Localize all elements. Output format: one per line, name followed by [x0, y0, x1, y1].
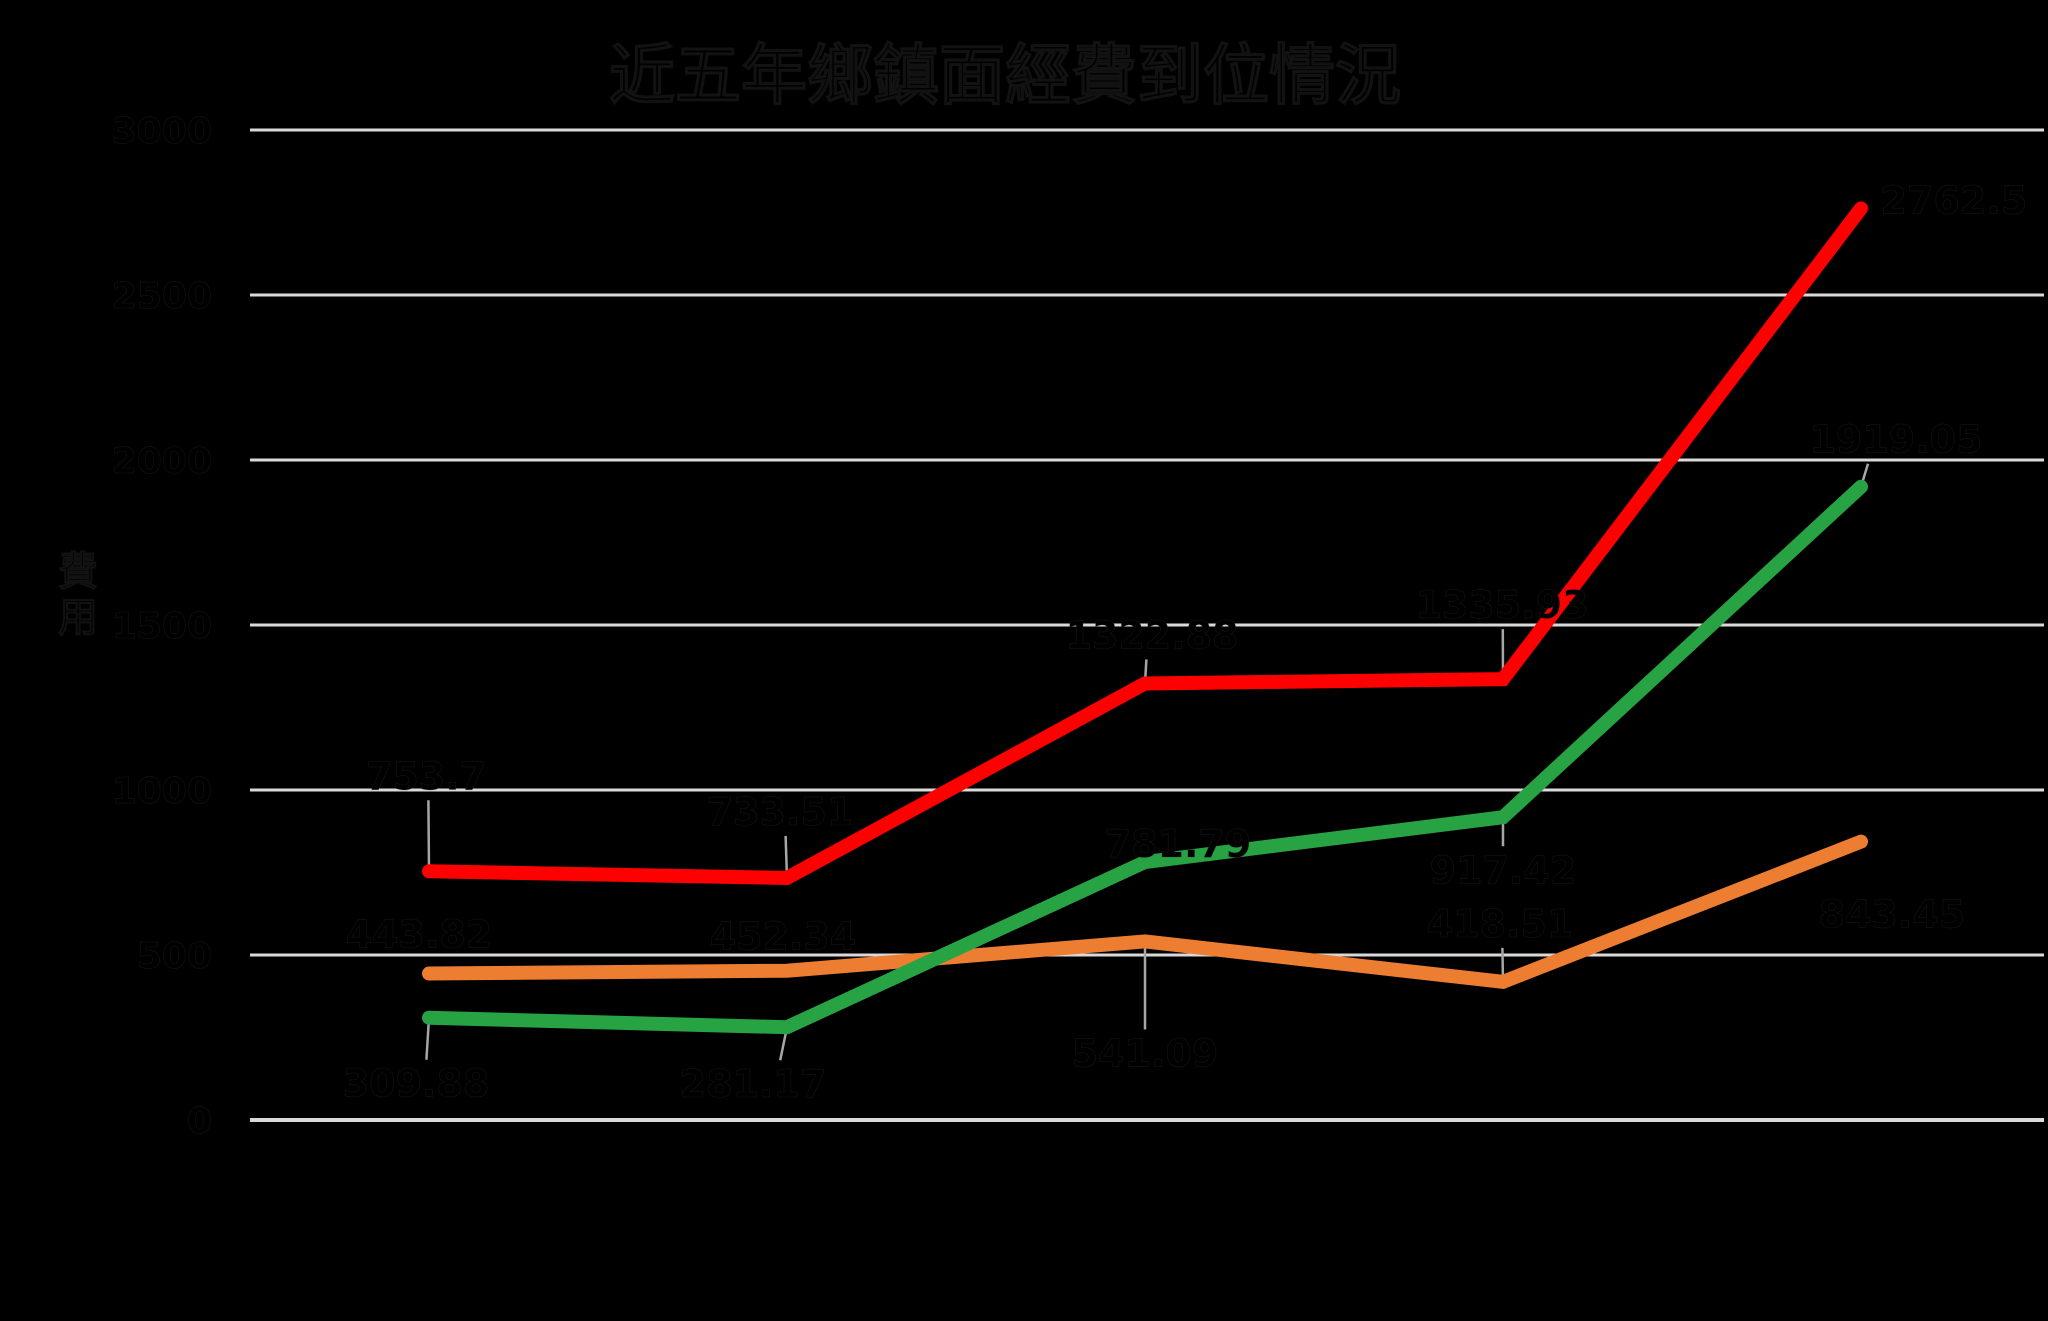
data-label: 443.82 — [346, 913, 493, 957]
label-leader-line — [427, 800, 431, 872]
y-tick-label: 3000 — [112, 111, 212, 152]
y-tick-label: 0 — [187, 1101, 212, 1142]
data-label: 843.45 — [1819, 893, 1966, 937]
label-leader-line — [425, 1017, 431, 1060]
data-label: 917.42 — [1430, 848, 1577, 892]
data-label: 1335.93 — [1415, 583, 1588, 627]
data-label: 309.88 — [343, 1062, 490, 1106]
data-label: 2762.5 — [1881, 178, 2028, 222]
y-axis-title: 費用 — [58, 549, 98, 641]
y-tick-label: 1500 — [112, 606, 212, 647]
y-tick-label: 1000 — [112, 771, 212, 812]
data-label: 753.7 — [366, 754, 486, 798]
data-label: 281.17 — [680, 1062, 827, 1106]
y-tick-label: 2000 — [112, 441, 212, 482]
data-label: 541.09 — [1072, 1031, 1219, 1075]
data-label: 733.51 — [707, 790, 854, 834]
series-line-自籌資金 — [422, 479, 1868, 1035]
data-label: 418.51 — [1427, 902, 1574, 946]
data-label: 781.79 — [1105, 822, 1252, 866]
data-label: 452.34 — [710, 915, 857, 959]
chart-title: 近五年鄉鎮面經費到位情況 — [609, 37, 1401, 114]
y-tick-label: 2500 — [112, 276, 212, 317]
y-tick-label: 500 — [137, 936, 212, 977]
data-label: 1919.05 — [1809, 418, 1982, 462]
series-line-合計 — [422, 201, 1868, 885]
series-line-財政撥款 — [422, 834, 1868, 990]
data-label: 1322.88 — [1065, 613, 1238, 657]
